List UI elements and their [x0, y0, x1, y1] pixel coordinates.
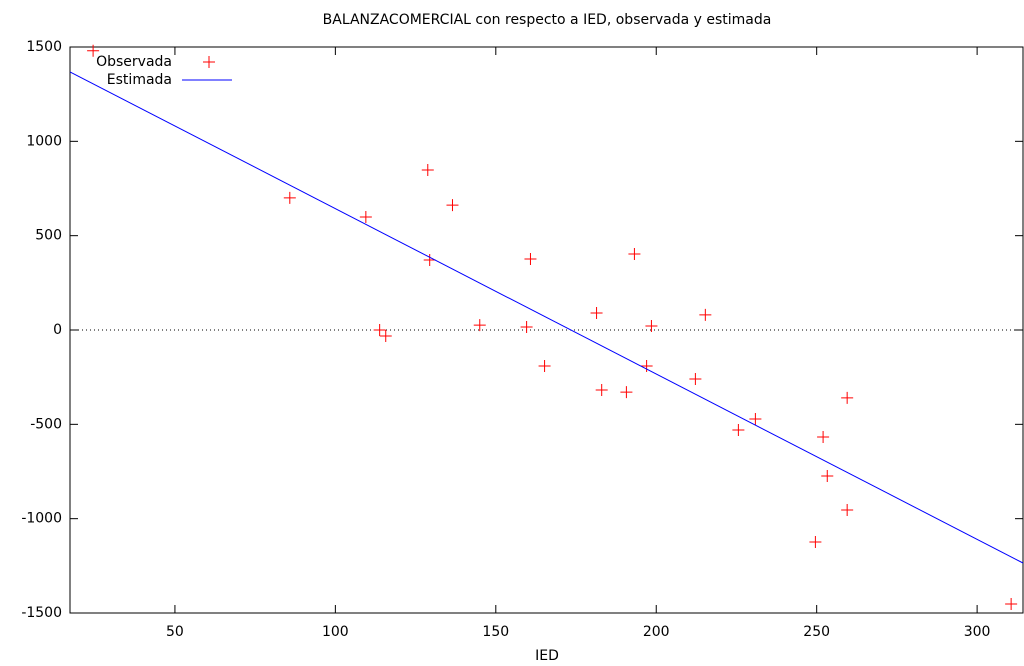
x-tick-label: 300: [964, 624, 991, 640]
point: [87, 44, 100, 57]
point: [524, 253, 537, 266]
point: [283, 191, 296, 204]
point: [1005, 597, 1018, 610]
point: [732, 423, 745, 436]
y-tick-label: -500: [30, 416, 62, 432]
legend-label: Estimada: [107, 72, 172, 88]
x-tick-label: 50: [166, 624, 184, 640]
point: [841, 503, 854, 516]
x-axis-label: IED: [535, 648, 559, 664]
point: [538, 360, 551, 373]
y-tick-label: 1500: [26, 39, 62, 55]
point: [841, 391, 854, 404]
point: [359, 210, 372, 223]
x-tick-label: 250: [803, 624, 830, 640]
y-tick-label: -1000: [21, 511, 62, 527]
fit-line: [69, 71, 1024, 564]
legend-label: Observada: [96, 54, 172, 70]
point: [423, 254, 436, 267]
y-tick-label: 500: [35, 228, 62, 244]
point: [640, 360, 653, 373]
x-tick-label: 100: [322, 624, 349, 640]
point: [473, 319, 486, 332]
chart-title: BALANZACOMERCIAL con respecto a IED, obs…: [323, 12, 772, 28]
point: [421, 164, 434, 177]
y-tick-label: 0: [53, 322, 62, 338]
point: [595, 383, 608, 396]
legend-marker: [203, 56, 215, 68]
point: [809, 536, 822, 549]
point: [645, 320, 658, 333]
y-tick-label: -1500: [21, 605, 62, 621]
point: [749, 413, 762, 426]
point: [699, 308, 712, 321]
y-tick-label: 1000: [26, 133, 62, 149]
point: [520, 320, 533, 333]
point: [620, 386, 633, 399]
point: [821, 470, 834, 483]
point: [628, 247, 641, 260]
point: [379, 330, 392, 343]
x-tick-label: 150: [482, 624, 509, 640]
point: [689, 373, 702, 386]
x-tick-label: 200: [643, 624, 670, 640]
point: [817, 430, 830, 443]
point: [446, 199, 459, 212]
point: [373, 324, 386, 336]
point: [590, 307, 603, 320]
